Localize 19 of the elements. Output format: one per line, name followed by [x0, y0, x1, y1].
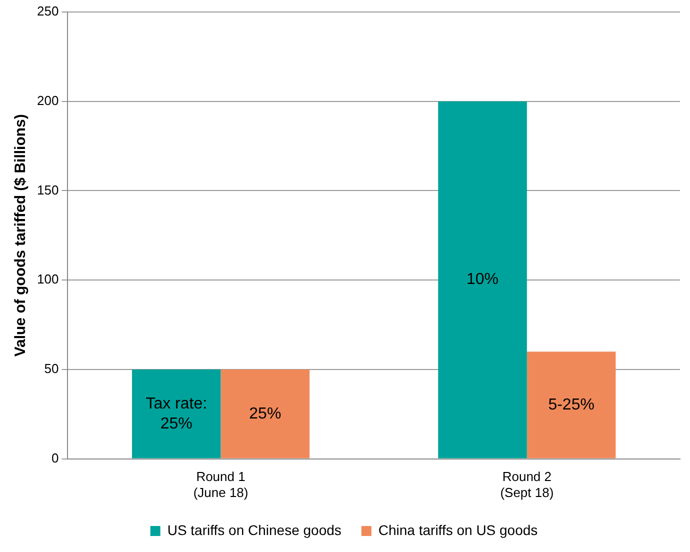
annotation: Tax rate: 25%: [146, 395, 208, 432]
x-tick-label: Round 2 (Sept 18): [500, 469, 554, 500]
x-tick-label: Round 1 (June 18): [193, 469, 248, 500]
bar: [438, 101, 527, 458]
annotation: 10%: [466, 271, 499, 288]
y-tick-label: 50: [44, 361, 59, 376]
legend-label: China tariffs on US goods: [378, 522, 538, 538]
annotation: 5-25%: [548, 396, 594, 414]
y-tick-label: 200: [36, 92, 59, 108]
y-axis-title: Value of goods tariffed ($ Billions): [12, 114, 30, 357]
y-tick-label: 100: [36, 272, 59, 287]
y-tick-label: 150: [36, 182, 59, 198]
annotation: 25%: [249, 405, 282, 422]
legend-label: US tariffs on Chinese goods: [167, 522, 342, 538]
y-tick-label: 0: [51, 450, 59, 466]
bar: [220, 369, 310, 458]
bar: [132, 369, 221, 458]
bar: [526, 352, 616, 458]
y-tick-label: 250: [36, 4, 59, 19]
